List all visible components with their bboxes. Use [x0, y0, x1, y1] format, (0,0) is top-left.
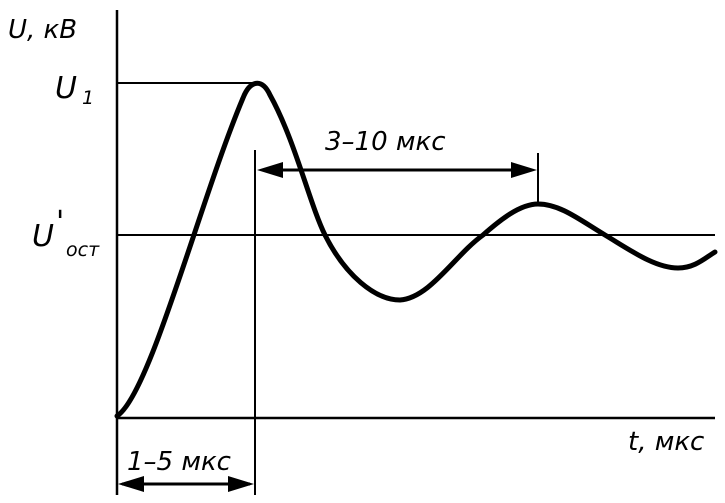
- peak-level-subscript: 1: [82, 87, 94, 109]
- residual-level-subscript: ост: [66, 239, 100, 261]
- x-axis-label: t, мкс: [628, 427, 704, 457]
- oscillation-period-arrow: [257, 162, 537, 178]
- voltage-curve: [114, 80, 718, 419]
- peak-level-label: U: [55, 71, 77, 106]
- front-duration-arrow: [118, 476, 254, 492]
- residual-level-prime: ': [56, 205, 64, 240]
- residual-level-label: U: [32, 219, 54, 254]
- front-duration-label: 1–5 мкс: [127, 447, 231, 477]
- y-axis-label: U, кВ: [8, 15, 77, 45]
- oscillation-period-label: 3–10 мкс: [325, 127, 446, 157]
